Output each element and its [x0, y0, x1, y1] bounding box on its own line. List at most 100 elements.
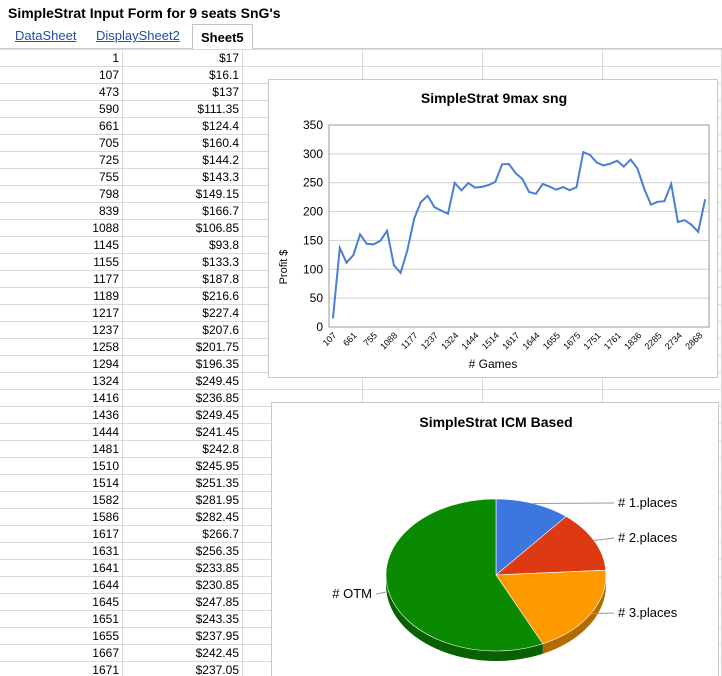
y-tick-label: 200	[303, 205, 323, 219]
cell-games[interactable]: 1444	[92, 425, 119, 439]
cell-profit[interactable]: $207.6	[202, 323, 239, 337]
cell-profit[interactable]: $256.35	[195, 544, 239, 558]
cell-profit[interactable]: $241.45	[195, 425, 239, 439]
pie-slice-label: # OTM	[332, 586, 372, 601]
cell-games[interactable]: 1237	[92, 323, 119, 337]
cell-games[interactable]: 725	[98, 153, 119, 167]
cell-games[interactable]: 1416	[92, 391, 119, 405]
x-tick-label: 107	[321, 330, 339, 348]
cell-games[interactable]: 1582	[92, 493, 119, 507]
cell-profit[interactable]: $227.4	[202, 306, 239, 320]
pie-leader-line	[593, 537, 615, 541]
cell-profit[interactable]: $249.45	[195, 374, 239, 388]
x-tick-label: 1617	[500, 330, 521, 351]
pie-slice[interactable]	[495, 498, 567, 576]
cell-profit[interactable]: $111.35	[197, 102, 239, 116]
cell-profit[interactable]: $93.8	[208, 238, 239, 252]
tab-datasheet[interactable]: DataSheet	[15, 28, 77, 43]
cell-games[interactable]: 107	[98, 68, 119, 82]
profit-point	[453, 182, 456, 185]
cell-games[interactable]: 1189	[93, 289, 119, 303]
cell-profit[interactable]: $249.45	[195, 408, 239, 422]
cell-profit[interactable]: $166.7	[202, 204, 239, 218]
cell-profit[interactable]: $124.4	[202, 119, 239, 133]
cell-games[interactable]: 1644	[92, 578, 119, 592]
cell-profit[interactable]: $133.3	[202, 255, 239, 269]
profit-point	[467, 182, 470, 185]
cell-games[interactable]: 1514	[92, 476, 119, 490]
profit-point	[446, 212, 449, 215]
y-tick-label: 300	[303, 147, 323, 161]
cell-games[interactable]: 798	[98, 187, 119, 201]
cell-games[interactable]: 705	[98, 136, 119, 150]
cell-games[interactable]: 1481	[92, 442, 119, 456]
cell-profit[interactable]: $251.35	[195, 476, 239, 490]
cell-profit[interactable]: $201.75	[195, 340, 239, 354]
cell-profit[interactable]: $137	[212, 85, 239, 99]
cell-games[interactable]: 1510	[92, 459, 119, 473]
cell-games[interactable]: 1145	[93, 238, 119, 252]
cell-games[interactable]: 1294	[92, 357, 119, 371]
cell-profit[interactable]: $233.85	[195, 561, 239, 575]
cell-games[interactable]: 1258	[92, 340, 119, 354]
plot-area	[328, 124, 710, 328]
cell-games[interactable]: 1436	[92, 408, 119, 422]
cell-profit[interactable]: $16.1	[208, 68, 239, 82]
profit-point	[589, 154, 592, 157]
cell-games[interactable]: 661	[98, 119, 119, 133]
pie-leader-line	[375, 591, 389, 595]
cell-profit[interactable]: $266.7	[202, 527, 239, 541]
profit-point	[561, 186, 564, 189]
cell-profit[interactable]: $242.45	[195, 646, 239, 660]
pie-slice[interactable]	[385, 498, 544, 652]
cell-profit[interactable]: $160.4	[202, 136, 239, 150]
cell-profit[interactable]: $247.85	[195, 595, 239, 609]
pie-slice[interactable]	[495, 516, 607, 576]
pie-chart-panel[interactable]: SimpleStrat ICM Based # 1.places # 2.plac…	[271, 402, 719, 676]
cell-profit[interactable]: $245.95	[195, 459, 239, 473]
cell-profit[interactable]: $230.85	[195, 578, 239, 592]
tab-sheet5[interactable]: Sheet5	[192, 24, 253, 50]
cell-games[interactable]: 1586	[92, 510, 119, 524]
line-chart-panel[interactable]: SimpleStrat 9max sng Profit $ # Games 0 5…	[268, 79, 718, 378]
cell-profit[interactable]: $149.15	[195, 187, 239, 201]
cell-games[interactable]: 1088	[92, 221, 119, 235]
x-tick-label: 2285	[643, 330, 664, 351]
cell-profit[interactable]: $196.35	[195, 357, 239, 371]
cell-profit[interactable]: $144.2	[202, 153, 239, 167]
cell-games[interactable]: 473	[98, 85, 119, 99]
cell-games[interactable]: 590	[98, 102, 119, 116]
cell-games[interactable]: 755	[98, 170, 119, 184]
cell-profit[interactable]: $282.45	[195, 510, 239, 524]
tab-displaysheet2[interactable]: DisplaySheet2	[96, 28, 180, 43]
cell-games[interactable]: 1667	[92, 646, 119, 660]
cell-games[interactable]: 1645	[92, 595, 119, 609]
x-tick-label: 1675	[561, 330, 582, 351]
cell-profit[interactable]: $237.95	[195, 629, 239, 643]
cell-games[interactable]: 839	[98, 204, 119, 218]
cell-profit[interactable]: $281.95	[195, 493, 239, 507]
cell-profit[interactable]: $187.8	[202, 272, 239, 286]
cell-profit[interactable]: $143.3	[202, 170, 239, 184]
cell-games[interactable]: 1671	[92, 663, 119, 676]
cell-games[interactable]: 1	[112, 51, 119, 65]
cell-profit[interactable]: $243.35	[195, 612, 239, 626]
cell-profit[interactable]: $242.8	[202, 442, 239, 456]
cell-games[interactable]: 1651	[92, 612, 119, 626]
cell-profit[interactable]: $237.05	[195, 663, 239, 676]
cell-games[interactable]: 1631	[92, 544, 119, 558]
cell-games[interactable]: 1177	[93, 272, 119, 286]
cell-profit[interactable]: $216.6	[202, 289, 239, 303]
cell-games[interactable]: 1617	[92, 527, 119, 541]
profit-point	[406, 249, 409, 252]
cell-profit[interactable]: $236.85	[195, 391, 239, 405]
cell-profit[interactable]: $106.85	[195, 221, 239, 235]
cell-games[interactable]: 1155	[93, 255, 119, 269]
profit-point	[365, 242, 368, 245]
cell-games[interactable]: 1655	[92, 629, 119, 643]
cell-games[interactable]: 1217	[92, 306, 119, 320]
cell-games[interactable]: 1324	[92, 374, 119, 388]
cell-games[interactable]: 1641	[92, 561, 119, 575]
pie-chart-title: SimpleStrat ICM Based	[419, 414, 573, 430]
cell-profit[interactable]: $17	[218, 51, 239, 65]
